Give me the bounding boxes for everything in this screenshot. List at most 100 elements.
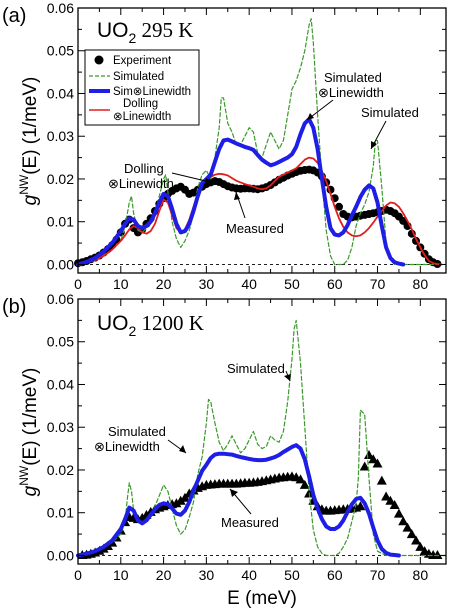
panel-b-ytick-label: 0.06 [47, 291, 74, 307]
panel-b-xtick-label: 80 [413, 567, 429, 583]
y-label-b-g: g [20, 485, 41, 496]
panel-b-series-0-point [389, 500, 400, 510]
arrowhead-b-simulated [284, 374, 291, 381]
panel-b-xtick-label: 20 [156, 567, 172, 583]
panel-b-ytick-label: 0.03 [47, 419, 74, 435]
panel-b-series-0-point [432, 550, 443, 560]
panel-a-series-0-point [335, 202, 343, 211]
panel-b-xtick-label: 60 [327, 567, 343, 583]
arrowhead-a-measured [234, 192, 240, 200]
panel-b-xtick-label: 40 [241, 567, 257, 583]
panel-b-ytick-label: 0.01 [47, 505, 74, 521]
panel-a-frame [77, 7, 447, 274]
panel-a-xtick-label: 50 [284, 276, 300, 292]
legend-label-experiment: Experiment [113, 55, 172, 67]
y-label-b-rest: (E) (1/meV) [20, 368, 41, 466]
panel-a-xtick-label: 80 [413, 276, 429, 292]
panel-a-xtick-label: 70 [370, 276, 386, 292]
panel-b-series-0-point [175, 495, 186, 505]
panel-b-title-sub: 2 [129, 323, 137, 339]
panel-a-series-3-line [77, 156, 443, 266]
panel-a-series-2-line [76, 117, 406, 267]
panel-b-xtick-label: 30 [199, 567, 215, 583]
legend-box [84, 49, 200, 126]
arrowhead-a-dolling [205, 178, 214, 185]
panel-b: 0 10 20 30 40 50 60 70 80 0.00 0.01 0.02 0.03 0.04 0.0… [2, 291, 447, 583]
panel-a-title: UO2 295 K [97, 18, 193, 46]
panel-a-xtick-label: 0 [74, 276, 82, 292]
arrowhead-b-simlinewidth [179, 445, 186, 453]
panel-b-series-0-point [406, 529, 417, 539]
annotation-b-simulated: Simulated [227, 361, 285, 376]
panel-a-annotations: Simulated ⊗Linewidth Simulated Dolling ⊗… [108, 70, 419, 236]
x-axis-label: E (meV) [227, 588, 297, 609]
legend-label-simulated: Simulated [113, 71, 164, 83]
panel-b-series-0-point [393, 508, 404, 518]
panel-a-ytick-label: 0.04 [47, 85, 74, 101]
panel-b-annotations: Simulated Simulated ⊗Linewidth Measured [94, 361, 291, 530]
y-label-b-sup: NW [17, 465, 31, 486]
panel-b-series-0-point [376, 475, 387, 485]
panel-b-series-0-point [295, 474, 306, 484]
annotation-a-dolling-2: ⊗Linewidth [108, 176, 174, 191]
panel-a-ytick-label: 0.03 [47, 128, 74, 144]
panel-b-series-0-point [355, 501, 366, 511]
panel-b-series-0-point [372, 458, 383, 468]
panel-b-title-rest: 1200 K [136, 311, 204, 335]
panel-b-series-0-point [368, 454, 379, 464]
panel-b-series-2-line [76, 443, 401, 558]
panel-a-title-sub: 2 [129, 30, 137, 46]
panel-a-title-main: UO [97, 19, 129, 42]
panel-b-frame [77, 298, 447, 565]
panel-b-series-0-point [381, 491, 392, 501]
panel-a-ytick-label: 0.06 [47, 0, 74, 16]
annotation-a-measured: Measured [226, 221, 284, 236]
panel-b-series-0-point [411, 535, 422, 545]
panel-b-xtick-label: 50 [284, 567, 300, 583]
arrowhead-b-measured [230, 489, 238, 497]
arrowhead-a-simulated [371, 141, 377, 149]
panel-a-title-rest: 295 K [136, 18, 193, 42]
arrowhead-a-simlinewidth [307, 113, 314, 120]
panel-b-title-main: UO [97, 312, 129, 335]
panel-a-xtick-label: 40 [241, 276, 257, 292]
panel-a-xtick-label: 20 [156, 276, 172, 292]
panel-b-ytick-label: 0.00 [47, 547, 74, 563]
legend-label-dolling-2: ⊗Linewidth [113, 111, 171, 123]
panel-b-ytick-label: 0.04 [47, 376, 74, 392]
panel-a-ytick-label: 0.01 [47, 214, 74, 230]
annotation-a-simlinewidth-1: Simulated [324, 70, 382, 85]
panel-b-series-0-point [402, 522, 413, 532]
y-label-a-g: g [20, 194, 41, 205]
panel-b-series-0-point [171, 498, 182, 508]
legend: Experiment Simulated Sim⊗Linewidth Dolli… [84, 49, 200, 126]
annotation-a-simulated: Simulated [361, 105, 419, 120]
annotation-b-measured: Measured [221, 515, 279, 530]
panel-b-series-0-point [398, 516, 409, 526]
panel-a-xtick-label: 30 [199, 276, 215, 292]
panel-b-xtick-label: 10 [113, 567, 129, 583]
panel-b-data-layer [76, 319, 447, 560]
panel-b-series-0-point [385, 495, 396, 505]
panel-b-ytick-label: 0.02 [47, 462, 74, 478]
svg-text:gNW(E) (1/meV): gNW(E) (1/meV) [17, 368, 41, 497]
panel-a-ytick-label: 0.00 [47, 256, 74, 272]
panel-a: 0 10 20 30 40 50 60 70 80 0.00 0.01 0.02 0.03 0.04 0.0… [2, 0, 447, 292]
panel-a-ytick-label: 0.05 [47, 43, 74, 59]
panel-b-series-0-point [359, 461, 370, 471]
panel-b-ytick-label: 0.05 [47, 334, 74, 350]
panel-a-xtick-label: 60 [327, 276, 343, 292]
annotation-a-dolling-1: Dolling [124, 161, 164, 176]
svg-text:gNW(E) (1/meV): gNW(E) (1/meV) [17, 77, 41, 206]
panel-a-ticks: 0 10 20 30 40 50 60 70 80 0.00 0.01 0.02 0.03 0.04 0.0… [47, 0, 446, 292]
panel-b-series-0-point [415, 541, 426, 551]
legend-label-sim-linewidth: Sim⊗Linewidth [113, 86, 191, 98]
panel-b-series-0-point [363, 450, 374, 460]
y-label-a-sup: NW [17, 174, 31, 195]
panel-b-label: (b) [2, 296, 26, 318]
annotation-b-simlinewidth-2: ⊗Linewidth [94, 439, 160, 454]
panel-b-xtick-label: 0 [74, 567, 82, 583]
panel-a-label: (a) [2, 5, 26, 27]
legend-marker-experiment [94, 55, 104, 65]
